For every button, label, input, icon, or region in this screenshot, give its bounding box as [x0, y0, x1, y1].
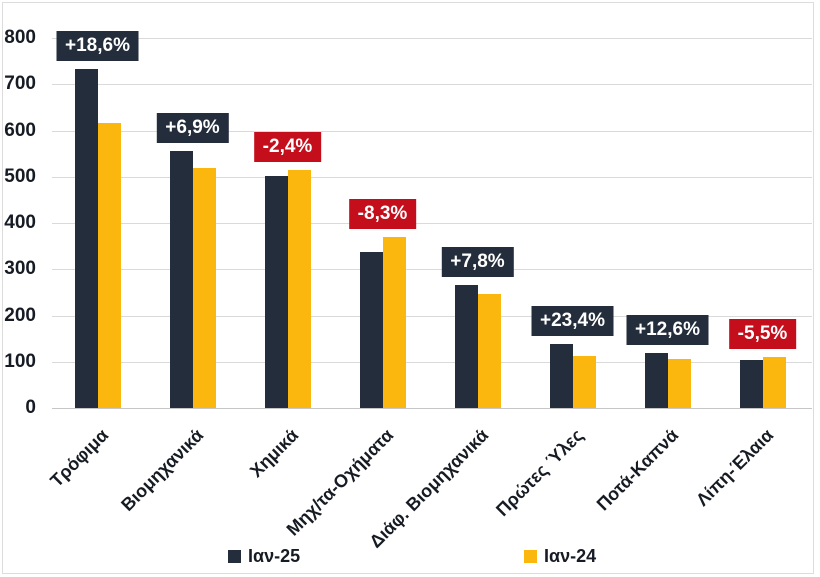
- percent-change-label: +7,8%: [441, 247, 514, 278]
- bar-ian24-5: [572, 355, 596, 408]
- x-tick-label: Τρόφιμα: [45, 425, 112, 491]
- x-tick-label: Λίπη-Έλαια: [691, 425, 777, 510]
- gridline: [52, 176, 812, 178]
- bar-ian24-4: [477, 294, 501, 408]
- bar-ian24-0: [97, 122, 121, 408]
- y-tick-label: 500: [4, 165, 36, 187]
- bar-ian25-7: [739, 359, 763, 408]
- gridline: [52, 315, 812, 317]
- y-tick-label: 0: [25, 397, 36, 418]
- bar-ian24-3: [382, 237, 406, 408]
- bar-ian25-6: [644, 353, 668, 408]
- bar-ian24-2: [287, 170, 311, 408]
- bar-ian24-1: [192, 167, 216, 408]
- y-tick-label: 100: [4, 350, 36, 372]
- legend-entry-Ιαν-24: Ιαν-24: [524, 546, 596, 566]
- legend-entry-Ιαν-25: Ιαν-25: [228, 546, 300, 566]
- bar-ian24-6: [667, 359, 691, 408]
- legend-label: Ιαν-25: [248, 546, 301, 566]
- y-tick-label: 700: [4, 73, 36, 95]
- gridline: [52, 361, 812, 363]
- percent-change-label: +12,6%: [626, 315, 709, 346]
- legend-label: Ιαν-24: [544, 546, 597, 566]
- legend-swatch-icon: [524, 549, 537, 563]
- gridline: [52, 130, 812, 132]
- percent-change-label: +18,6%: [56, 31, 139, 62]
- gridline: [52, 408, 812, 409]
- y-tick-label: 600: [4, 119, 36, 141]
- bar-ian25-4: [454, 285, 478, 408]
- gridline: [52, 38, 812, 39]
- percent-change-label: +23,4%: [531, 305, 614, 336]
- gridline: [52, 84, 812, 86]
- bar-ian24-7: [762, 357, 786, 408]
- percent-change-label: -5,5%: [728, 319, 797, 350]
- legend-swatch-icon: [228, 549, 241, 563]
- y-tick-label: 400: [4, 212, 36, 233]
- y-tick-label: 200: [4, 304, 36, 326]
- percent-change-label: +6,9%: [156, 112, 229, 143]
- percent-change-label: -8,3%: [348, 199, 417, 230]
- bar-ian25-5: [549, 343, 573, 408]
- y-tick-label: 300: [4, 258, 36, 280]
- bar-ian25-3: [359, 251, 383, 408]
- bar-ian25-2: [264, 175, 288, 408]
- gridline: [52, 269, 812, 271]
- gridline: [52, 223, 812, 224]
- y-tick-label: 800: [4, 27, 36, 48]
- bar-ian25-0: [74, 69, 98, 408]
- percent-change-label: -2,4%: [253, 132, 322, 163]
- bar-ian25-1: [169, 150, 193, 408]
